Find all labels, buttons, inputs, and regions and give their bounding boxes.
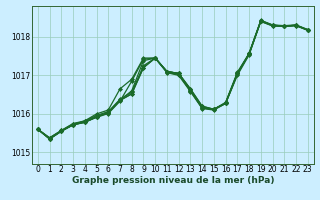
X-axis label: Graphe pression niveau de la mer (hPa): Graphe pression niveau de la mer (hPa) — [72, 176, 274, 185]
